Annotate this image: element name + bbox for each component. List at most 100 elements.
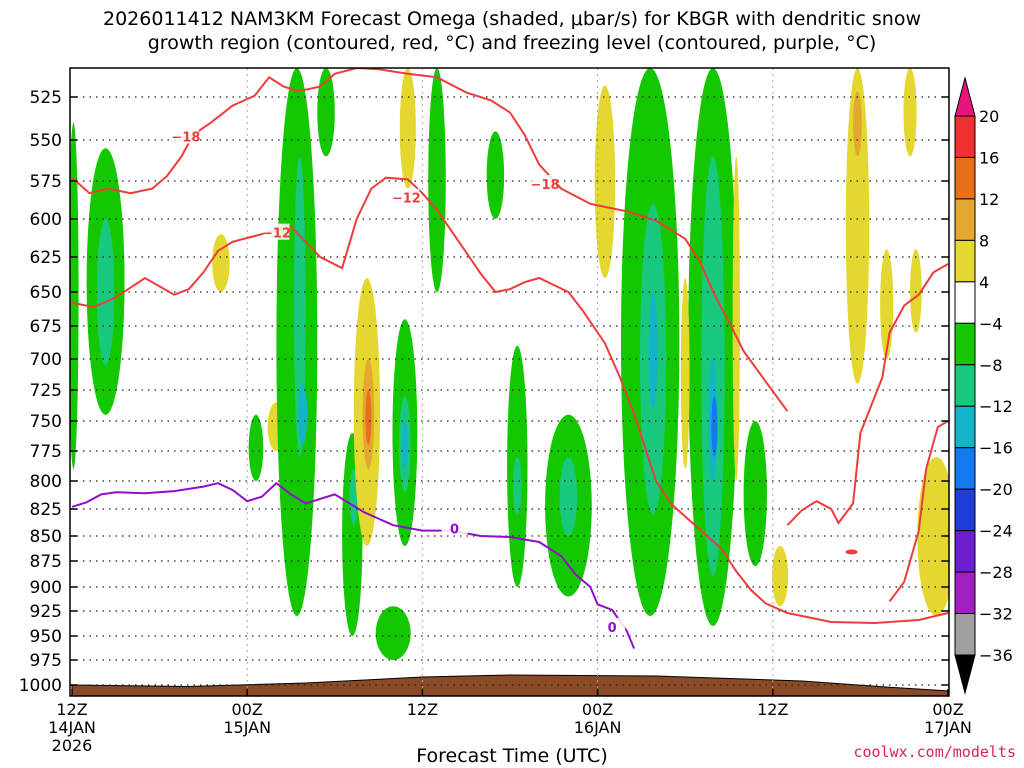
contour-freezing-level: [71, 481, 636, 649]
omega-blob-35: [732, 156, 740, 481]
omega-blob-38: [845, 68, 870, 384]
contour-label-minus12-a-bg: [393, 188, 420, 205]
colorbar-label-6: −8: [979, 356, 1003, 375]
x-tick-label-60-1: 00Z: [932, 700, 963, 719]
x-tick-label-12-1: 00Z: [232, 700, 263, 719]
colorbar-label-13: −36: [979, 646, 1013, 665]
omega-blob-33: [711, 396, 718, 457]
omega-blob-26: [594, 85, 616, 278]
omega-blob-2: [96, 219, 115, 366]
colorbar-legend: 20 16 12 8 4 −4 −8 −12 −16 −20 −24 −28 −32 −36: [954, 76, 1013, 695]
y-tick-label-825: 825: [30, 500, 62, 520]
y-tick-label-925: 925: [30, 602, 62, 622]
omega-blob-36: [743, 421, 767, 567]
omega-blob-40: [880, 249, 894, 359]
colorbar-swatch-6: [954, 322, 976, 366]
omega-blob-4: [248, 414, 264, 481]
colorbar-swatch-10: [954, 488, 976, 532]
colorbar-label-11: −28: [979, 563, 1013, 582]
omega-blob-9: [317, 68, 335, 157]
x-tick-label-12-2: 15JAN: [223, 718, 271, 737]
x-tick-label-36-2: 16JAN: [574, 718, 622, 737]
x-tick-label-36-1: 00Z: [582, 700, 613, 719]
colorbar-bottom-arrow: [954, 654, 976, 695]
omega-blob-14: [365, 390, 372, 445]
contour-small-island: [845, 549, 858, 555]
colorbar-label-9: −20: [979, 480, 1013, 499]
colorbar-label-2: 12: [979, 190, 999, 209]
colorbar-label-7: −12: [979, 397, 1013, 416]
y-tick-label-900: 900: [30, 578, 62, 598]
colorbar-label-3: 8: [979, 231, 989, 250]
colorbar-label-4: 4: [979, 273, 989, 292]
terrain-fill: [71, 674, 949, 696]
colorbar-label-5: −4: [979, 314, 1003, 333]
omega-blob-42: [910, 249, 922, 333]
colorbar-top-arrow: [954, 76, 976, 117]
omega-blob-19: [399, 68, 416, 189]
colorbar-swatch-13: [954, 613, 976, 656]
contour-label-minus12-a: −12: [392, 192, 421, 207]
contour-label-minus18-a: −18: [171, 131, 200, 146]
y-tick-label-550: 550: [30, 131, 62, 151]
y-tick-label-850: 850: [30, 527, 62, 547]
y-tick-label-950: 950: [30, 627, 62, 647]
colorbar-swatch-8: [954, 405, 976, 449]
terrain-layer: [71, 674, 949, 696]
omega-shading-layer: [70, 68, 949, 660]
x-tick-label-0-2: 14JAN: [48, 718, 96, 737]
y-tick-label-675: 675: [30, 317, 62, 337]
y-tick-label-975: 975: [30, 651, 62, 671]
omega-blob-41: [903, 68, 917, 157]
colorbar-swatch-3: [954, 198, 976, 241]
contour-dgz-right-2: [888, 420, 949, 602]
contour-label-minus18-a-bg: [172, 127, 199, 144]
omega-blob-17: [401, 421, 408, 469]
colorbar-swatch-7: [954, 364, 976, 407]
omega-blob-23: [512, 457, 522, 515]
omega-blob-20: [428, 68, 446, 292]
contour-label-freezing-b-bg: [599, 618, 626, 634]
x-tick-label-24-1: 12Z: [407, 700, 438, 719]
y-tick-label-700: 700: [30, 350, 62, 370]
colorbar-swatch-9: [954, 447, 976, 490]
chart-title-line-1: 2026011412 NAM3KM Forecast Omega (shaded…: [103, 8, 921, 30]
x-tick-label-0-3: 2026: [52, 736, 93, 755]
contour-dgz-right: [786, 263, 949, 526]
x-tick-label-0-1: 12Z: [56, 700, 87, 719]
colorbar-label-12: −32: [979, 605, 1013, 624]
contour-label-freezing-a: 0: [450, 522, 459, 537]
y-tick-label-525: 525: [30, 88, 62, 108]
y-tick-label-575: 575: [30, 172, 62, 192]
y-tick-label-800: 800: [30, 472, 62, 492]
omega-blob-43: [917, 457, 949, 616]
omega-blob-25: [559, 457, 578, 536]
omega-blob-18: [375, 606, 411, 660]
contour-label-minus12-b: −12: [262, 227, 291, 242]
y-axis: 525 550 575 600 625 650 675 700 725 750 775 800 825 8…: [19, 88, 949, 696]
y-tick-label-725: 725: [30, 381, 62, 401]
omega-blob-3: [212, 234, 230, 292]
y-tick-label-600: 600: [30, 210, 62, 230]
contour-label-freezing-b: 0: [608, 621, 617, 636]
colorbar-label-8: −16: [979, 439, 1013, 458]
omega-blob-0: [70, 122, 79, 469]
plot-frame: [69, 67, 950, 697]
y-tick-label-1000: 1000: [19, 676, 62, 696]
y-tick-label-625: 625: [30, 248, 62, 268]
colorbar-swatch-2: [954, 156, 976, 200]
credit-link[interactable]: coolwx.com/modelts: [853, 743, 1016, 761]
y-tick-label-875: 875: [30, 552, 62, 572]
omega-blob-21: [486, 131, 505, 219]
contour-label-minus18-b-bg: [532, 175, 559, 192]
chart-title-line-2: growth region (contoured, red, °C) and f…: [147, 32, 877, 54]
grid-layer: [70, 68, 949, 696]
omega-blob-39: [853, 91, 862, 157]
colorbar-swatch-11: [954, 530, 976, 573]
x-tick-label-60-2: 17JAN: [924, 718, 972, 737]
colorbar-swatch-5: [954, 281, 976, 324]
colorbar-swatch-12: [954, 571, 976, 615]
contour-label-minus18-b: −18: [531, 178, 560, 193]
omega-blob-29: [648, 292, 658, 409]
